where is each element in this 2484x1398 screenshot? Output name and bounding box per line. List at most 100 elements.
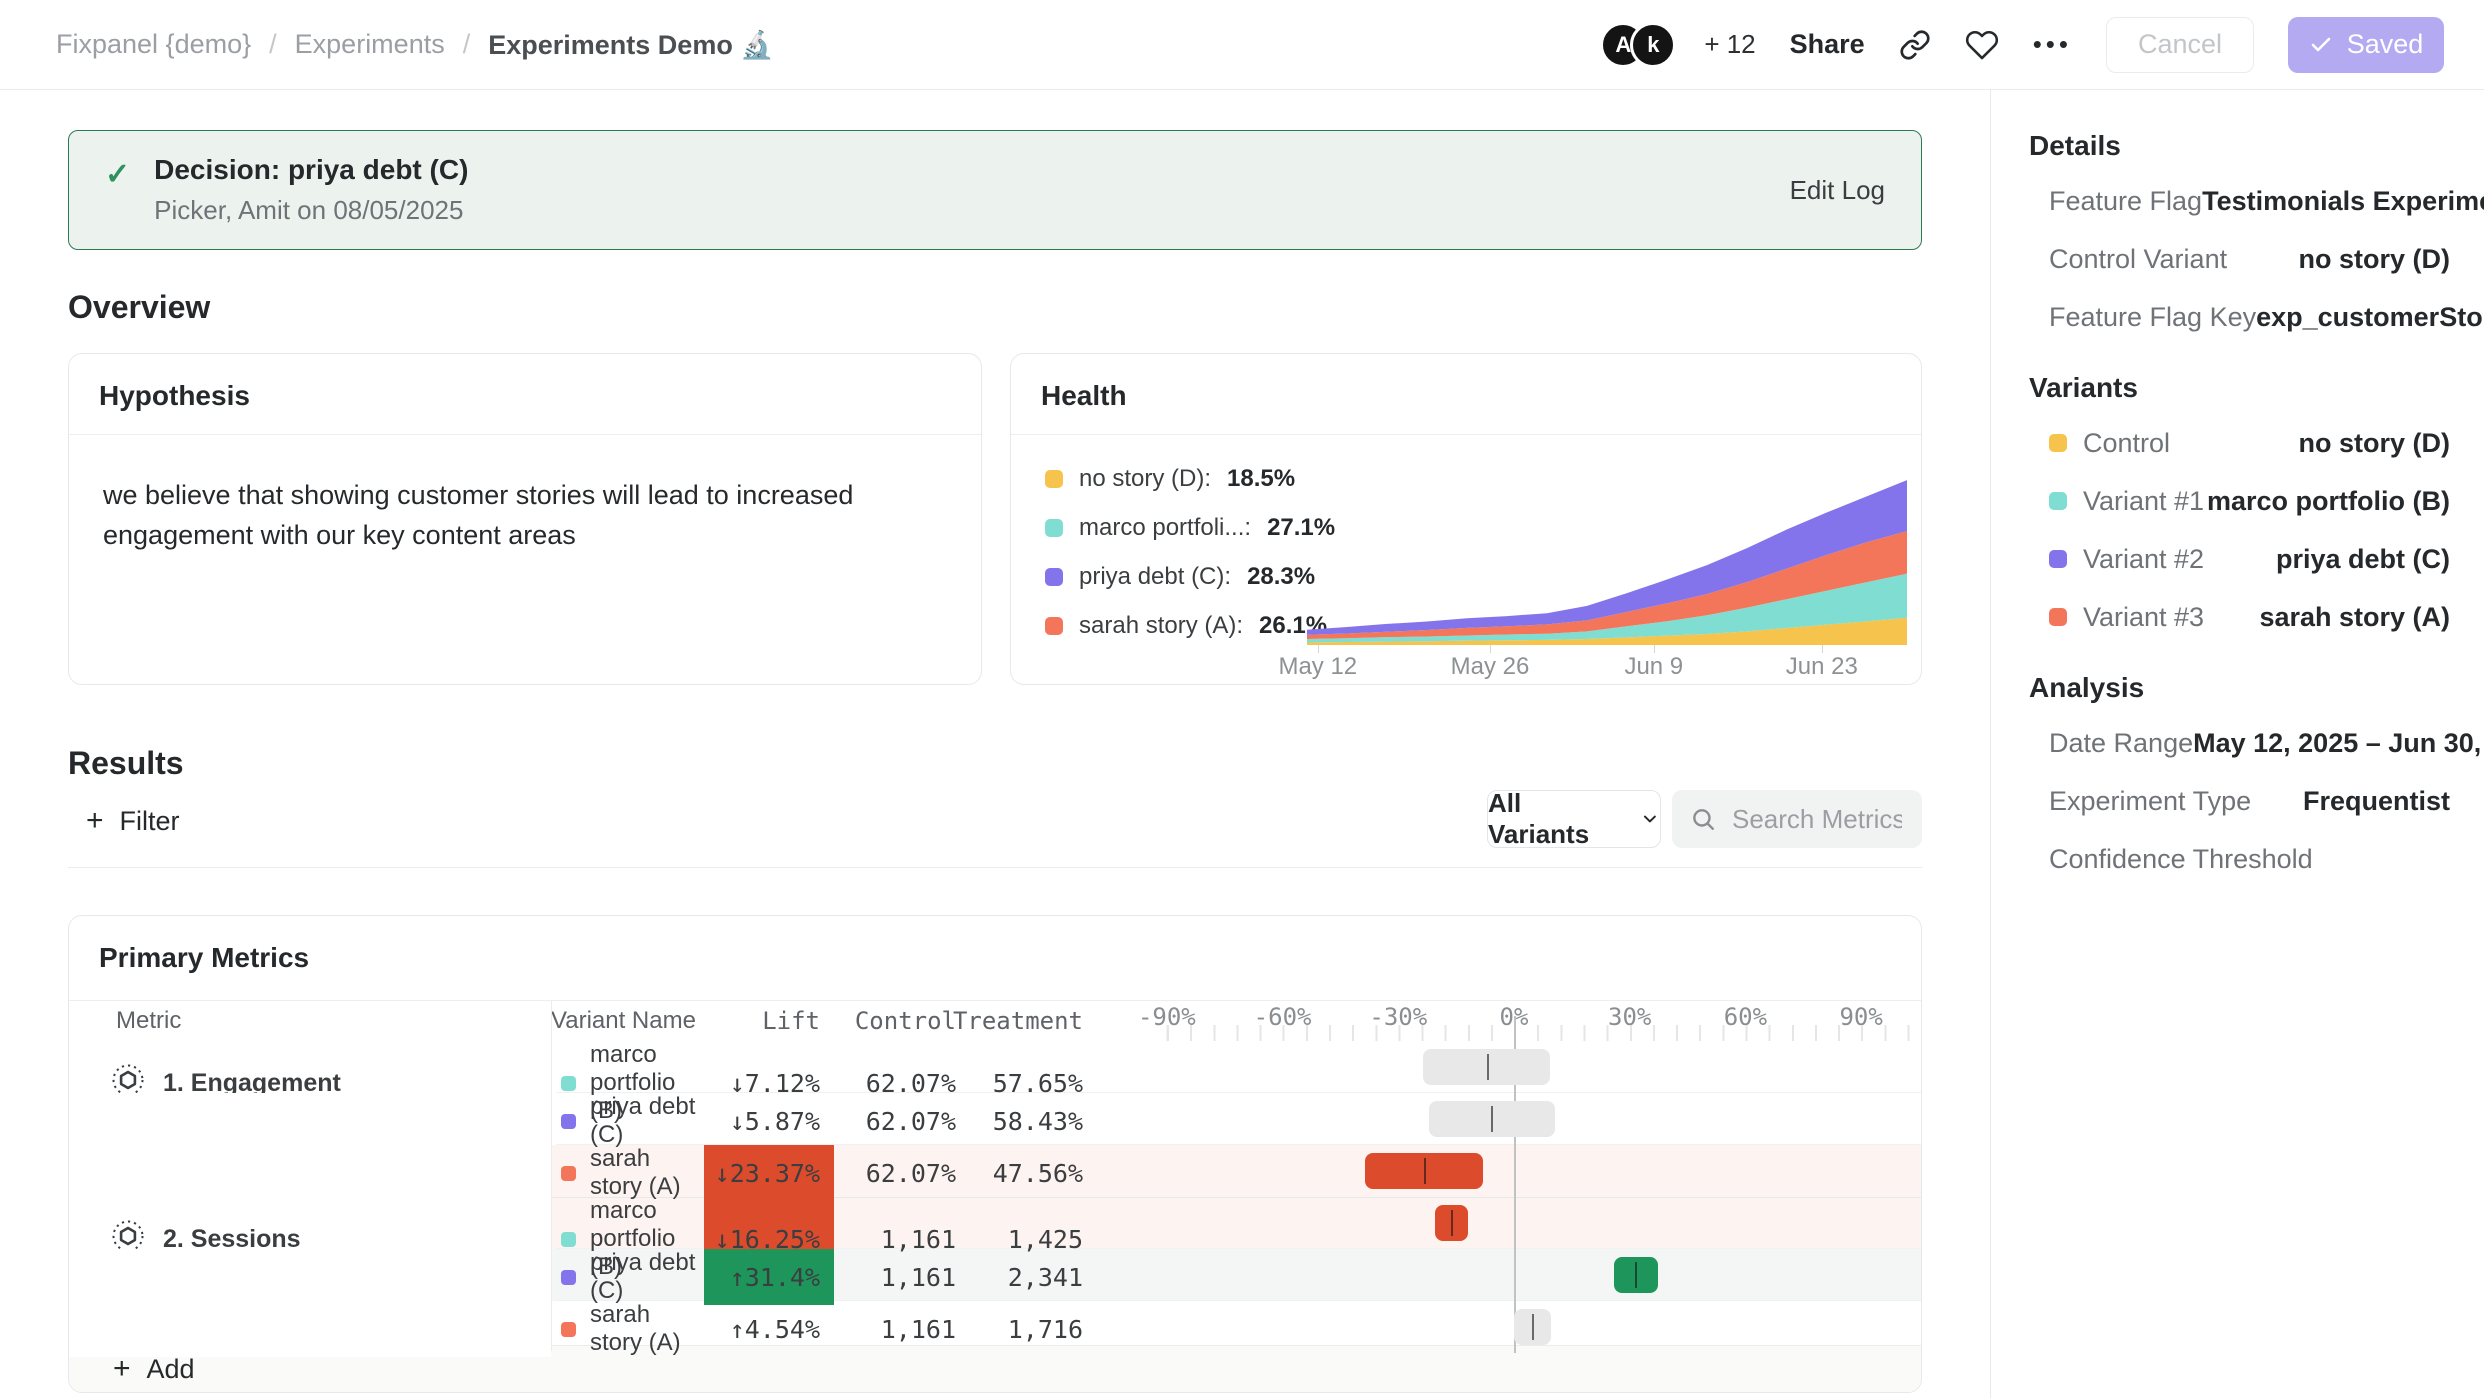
details-heading: Details xyxy=(2029,130,2121,161)
detail-value-text: no story (D) xyxy=(2298,243,2451,274)
variant-name-label: sarah story (A) xyxy=(590,1145,681,1200)
legend-value: 18.5% xyxy=(1227,465,1296,492)
add-filter-button[interactable]: + Filter xyxy=(86,796,180,846)
detail-value: exp_customerStory xyxy=(2256,302,2484,333)
search-metrics-input[interactable] xyxy=(1730,802,1904,836)
control-value-cell: 1,161 xyxy=(880,1314,956,1344)
treatment-value-cell: 1,425 xyxy=(1007,1224,1083,1254)
legend-color-chip xyxy=(1045,470,1063,488)
decision-check-icon: ✓ xyxy=(105,158,131,191)
area-series-marco-portfolio-b- xyxy=(1307,573,1907,643)
variants-section: Variants Control no story (D) Variant #1 mar… xyxy=(2029,372,2450,646)
main-content: ✓ Decision: priya debt (C) Picker, Amit … xyxy=(0,90,1990,1398)
detail-value: marco portfolio (B) xyxy=(2207,486,2450,517)
lift-marker xyxy=(1451,1210,1454,1236)
lift-marker xyxy=(1486,1054,1489,1080)
more-options-icon[interactable]: ••• xyxy=(2032,29,2072,59)
metric-name-label: 1. Engagement xyxy=(163,1068,341,1097)
lift-value-cell: ↑4.54% xyxy=(729,1314,820,1344)
detail-value: Testimonials Experiment xyxy=(2202,186,2484,217)
variant-name-label: marco portfolio (B) xyxy=(590,1197,676,1280)
column-header-variant-name: Variant Name xyxy=(551,1007,696,1034)
add-metric-label: Add xyxy=(146,1353,195,1384)
detail-value: sarah story (A) xyxy=(2259,602,2450,633)
x-axis-labels: May 12 May 26 Jun 9 Jun 23 xyxy=(1278,653,1907,683)
saved-button[interactable]: Saved xyxy=(2288,16,2444,73)
detail-value-text: marco portfolio (B) xyxy=(2207,485,2450,516)
health-legend-item: sarah story (A): 26.1% xyxy=(1045,612,1335,640)
breadcrumb-item[interactable]: Fixpanel {demo} xyxy=(56,29,252,59)
health-body: no story (D): 18.5% marco portfoli...: 27… xyxy=(1011,435,1921,685)
primary-metrics-card: Primary Metrics Metric Variant Name Lift Co… xyxy=(68,915,1922,1393)
confidence-interval-strip xyxy=(1159,1093,1921,1149)
variant-cell: priya debt (C) xyxy=(551,1093,704,1149)
variant-color-chip xyxy=(561,1321,576,1337)
variant-cell: marco portfolio (B) xyxy=(551,1197,704,1281)
primary-metrics-title: Primary Metrics xyxy=(69,916,1921,1001)
favorite-heart-icon[interactable] xyxy=(1965,28,1999,62)
saved-button-label: Saved xyxy=(2346,29,2424,59)
metric-name-cell xyxy=(69,1301,551,1357)
detail-label: Control Variant xyxy=(2049,243,2228,274)
avatar-overflow-count[interactable]: + 12 xyxy=(1704,29,1756,59)
cancel-button[interactable]: Cancel xyxy=(2106,16,2254,73)
metric-group-separator xyxy=(69,1197,1921,1198)
x-axis-tick xyxy=(1317,645,1319,653)
health-title: Health xyxy=(1011,354,1921,435)
row-separator xyxy=(556,1092,1921,1093)
avatar[interactable]: k xyxy=(1630,21,1677,68)
lift-marker xyxy=(1635,1262,1638,1288)
control-value-cell: 62.07% xyxy=(865,1158,956,1188)
variant-cell: sarah story (A) xyxy=(551,1145,704,1201)
copy-link-icon[interactable] xyxy=(1899,29,1931,61)
check-icon xyxy=(2311,37,2331,51)
table-row: sarah story (A) ↑4.54% 1,161 1,716 xyxy=(69,1301,1921,1357)
variant-cell: priya debt (C) xyxy=(551,1249,704,1305)
row-separator xyxy=(556,1300,1921,1301)
control-value-cell: 62.07% xyxy=(865,1106,956,1136)
detail-value: Frequentist xyxy=(2303,786,2450,817)
legend-color-chip xyxy=(1045,519,1063,537)
variant-color-chip xyxy=(2049,550,2067,568)
analysis-heading: Analysis xyxy=(2029,672,2145,703)
treatment-value-cell: 1,716 xyxy=(1007,1314,1083,1344)
decision-subtitle: Picker, Amit on 08/05/2025 xyxy=(154,195,464,225)
treatment-value-cell: 47.56% xyxy=(992,1158,1083,1188)
edit-log-button[interactable]: Edit Log xyxy=(1789,174,1885,205)
table-row: priya debt (C) ↓5.87% 62.07% 58.43% xyxy=(69,1093,1921,1149)
health-legend-item: priya debt (C): 28.3% xyxy=(1045,563,1335,591)
variant-color-chip xyxy=(561,1231,576,1247)
control-value-cell: 62.07% xyxy=(865,1068,956,1098)
metric-name-cell xyxy=(69,1093,551,1149)
detail-label: Variant #2 xyxy=(2083,543,2205,574)
row-gap xyxy=(1083,1093,1159,1149)
confidence-interval-box xyxy=(1364,1153,1483,1189)
detail-label: Date Range xyxy=(2049,727,2194,758)
x-axis-tick-label: May 26 xyxy=(1450,653,1530,680)
detail-value: May 12, 2025 – Jun 30, 2025 xyxy=(2193,728,2484,759)
column-header-metric: Metric xyxy=(116,1007,182,1034)
lift-marker xyxy=(1491,1106,1494,1132)
column-divider xyxy=(551,1001,552,1351)
variant-color-chip xyxy=(2049,434,2067,452)
all-variants-dropdown[interactable]: All Variants xyxy=(1487,788,1661,849)
treatment-value-cell: 2,341 xyxy=(1007,1262,1083,1292)
area-series-no-story-d- xyxy=(1307,617,1907,645)
variant-color-chip xyxy=(2049,608,2067,626)
overview-heading: Overview xyxy=(68,288,211,325)
legend-label: no story (D): xyxy=(1079,465,1212,492)
variant-color-chip xyxy=(561,1075,576,1091)
control-value-cell: 1,161 xyxy=(880,1224,956,1254)
variant-name-label: priya debt (C) xyxy=(590,1093,696,1148)
x-axis-tick-label: Jun 23 xyxy=(1785,653,1858,680)
share-button[interactable]: Share xyxy=(1789,29,1865,59)
breadcrumb-item[interactable]: Experiments xyxy=(294,29,445,59)
breadcrumb-item[interactable]: Experiments Demo 🔬 xyxy=(488,29,774,60)
variant-cell: marco portfolio (B) xyxy=(551,1041,704,1125)
details-row: Control Variant no story (D) xyxy=(2029,230,2450,288)
stacked-area-svg xyxy=(1307,480,1907,645)
lift-value-cell: ↓7.12% xyxy=(729,1068,820,1098)
